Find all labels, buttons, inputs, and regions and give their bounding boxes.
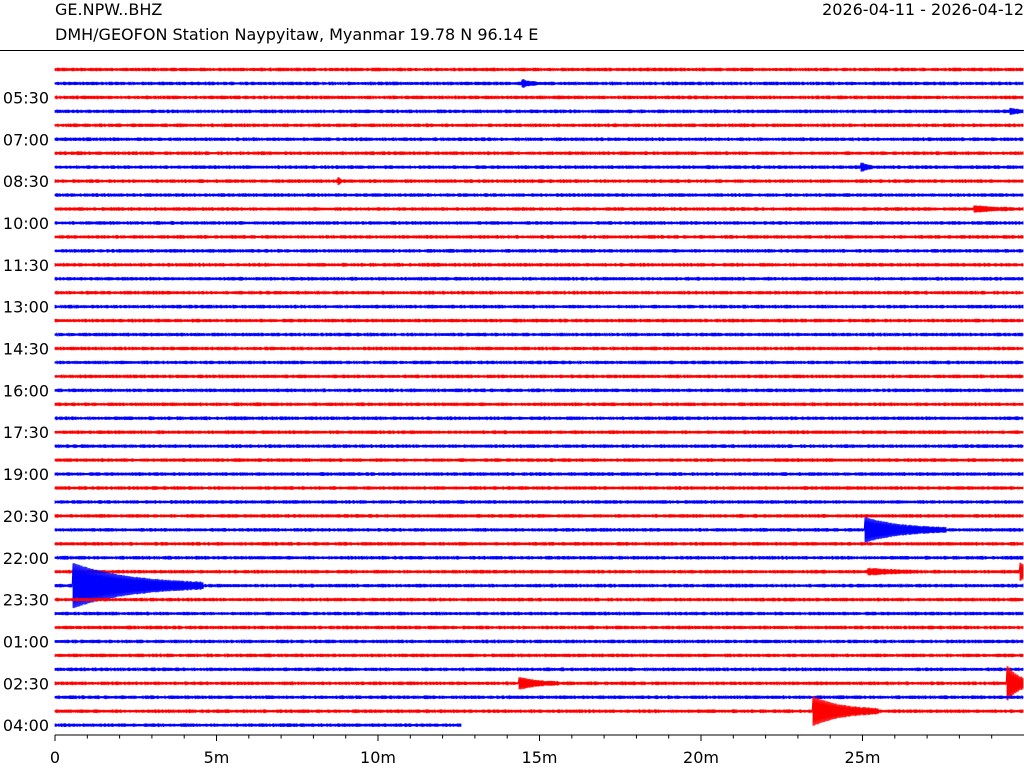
trace-line-38 — [54, 597, 1024, 602]
y-tick-labels: 05:30 07:00 08:30 10:00 11:30 13:00 14:30 16:00… — [3, 88, 49, 735]
y-tick-label: 17:30 — [3, 423, 49, 442]
trace-line-40 — [54, 625, 1024, 630]
trace-line-45 — [54, 695, 1024, 700]
trace-line-39 — [54, 611, 1024, 616]
trace-line-30 — [54, 485, 1024, 491]
trace-line-26 — [54, 430, 1024, 435]
trace-line-33 — [54, 517, 1024, 543]
y-tick-label: 02:30 — [3, 674, 49, 693]
x-tick-label: 0 — [50, 748, 60, 767]
trace-line-16 — [54, 290, 1024, 295]
trace-line-25 — [54, 416, 1024, 421]
station-description: DMH/GEOFON Station Naypyitaw, Myanmar 19… — [55, 25, 539, 44]
trace-line-47 — [54, 723, 462, 728]
trace-line-20 — [54, 346, 1024, 351]
y-tick-label: 20:30 — [3, 507, 49, 526]
y-tick-label: 22:00 — [3, 549, 49, 568]
trace-line-23 — [54, 388, 1024, 393]
trace-line-6 — [54, 151, 1024, 156]
trace-line-7 — [54, 162, 1024, 172]
trace-line-43 — [54, 667, 1024, 672]
x-axis: 0 5m 10m 15m 20m 25m — [50, 734, 1024, 767]
trace-line-1 — [54, 78, 1024, 88]
x-tick-label: 20m — [683, 748, 719, 767]
trace-line-21 — [54, 360, 1024, 365]
trace-line-36 — [54, 562, 1024, 581]
trace-line-11 — [54, 220, 1024, 226]
y-tick-label: 05:30 — [3, 88, 49, 107]
trace-line-12 — [54, 234, 1024, 239]
header-divider — [0, 50, 1024, 51]
trace-line-31 — [54, 499, 1024, 505]
trace-line-10 — [54, 205, 1024, 213]
x-tick-label: 10m — [360, 748, 396, 767]
trace-line-34 — [54, 541, 1024, 546]
y-tick-label: 07:00 — [3, 130, 49, 149]
trace-line-17 — [54, 304, 1024, 309]
trace-line-22 — [54, 374, 1024, 379]
trace-line-9 — [54, 192, 1024, 198]
y-tick-label: 13:00 — [3, 298, 49, 317]
trace-line-19 — [54, 332, 1024, 337]
trace-line-2 — [54, 95, 1024, 100]
trace-line-46 — [54, 696, 1024, 726]
trace-line-13 — [54, 248, 1024, 253]
y-tick-label: 10:00 — [3, 214, 49, 233]
y-tick-label: 01:00 — [3, 632, 49, 651]
trace-line-27 — [54, 444, 1024, 449]
trace-line-32 — [54, 513, 1024, 518]
trace-line-41 — [54, 639, 1024, 644]
station-code: GE.NPW..BHZ — [55, 0, 163, 19]
x-tick-label: 5m — [204, 748, 230, 767]
y-tick-label: 16:00 — [3, 381, 49, 400]
trace-line-5 — [54, 137, 1024, 142]
y-tick-label: 04:00 — [3, 716, 49, 735]
trace-line-15 — [54, 276, 1024, 281]
trace-line-3 — [54, 107, 1024, 115]
trace-line-35 — [54, 555, 1024, 560]
y-tick-label: 08:30 — [3, 172, 49, 191]
trace-line-42 — [54, 653, 1024, 658]
trace-line-44 — [54, 666, 1024, 701]
trace-line-4 — [54, 123, 1024, 128]
y-tick-label: 14:30 — [3, 340, 49, 359]
trace-group — [54, 67, 1024, 728]
date-range: 2026-04-11 - 2026-04-12 — [822, 0, 1024, 19]
y-tick-label: 19:00 — [3, 465, 49, 484]
trace-line-0 — [54, 67, 1024, 72]
x-tick-label: 15m — [522, 748, 558, 767]
trace-line-24 — [54, 402, 1024, 407]
x-tick-label: 25m — [845, 748, 881, 767]
trace-line-8 — [54, 177, 1024, 186]
trace-line-28 — [54, 458, 1024, 463]
trace-line-29 — [54, 471, 1024, 477]
trace-line-37 — [54, 562, 1024, 609]
trace-line-14 — [54, 262, 1024, 267]
y-tick-label: 11:30 — [3, 256, 49, 275]
y-tick-label: 23:30 — [3, 591, 49, 610]
trace-line-18 — [54, 318, 1024, 323]
